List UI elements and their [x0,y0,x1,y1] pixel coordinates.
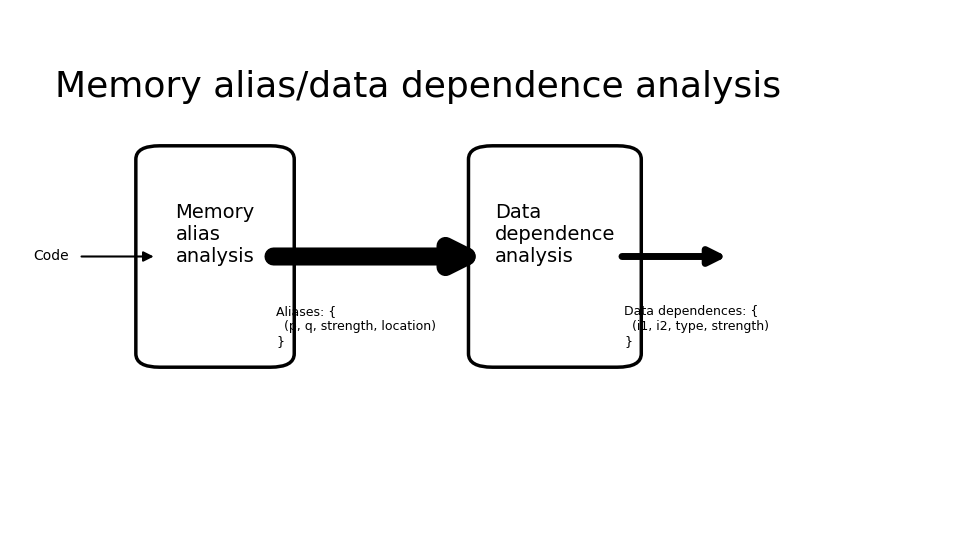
Text: Aliases: {
  (p, q, strength, location)
}: Aliases: { (p, q, strength, location) } [276,305,437,348]
Text: Memory
alias
analysis: Memory alias analysis [176,204,254,266]
Text: Data
dependence
analysis: Data dependence analysis [494,204,615,266]
Text: Memory alias/data dependence analysis: Memory alias/data dependence analysis [55,70,780,104]
Text: Data dependences: {
  (i1, i2, type, strength)
}: Data dependences: { (i1, i2, type, stren… [624,305,769,348]
FancyBboxPatch shape [136,146,294,367]
Text: Code: Code [34,249,69,264]
FancyBboxPatch shape [468,146,641,367]
